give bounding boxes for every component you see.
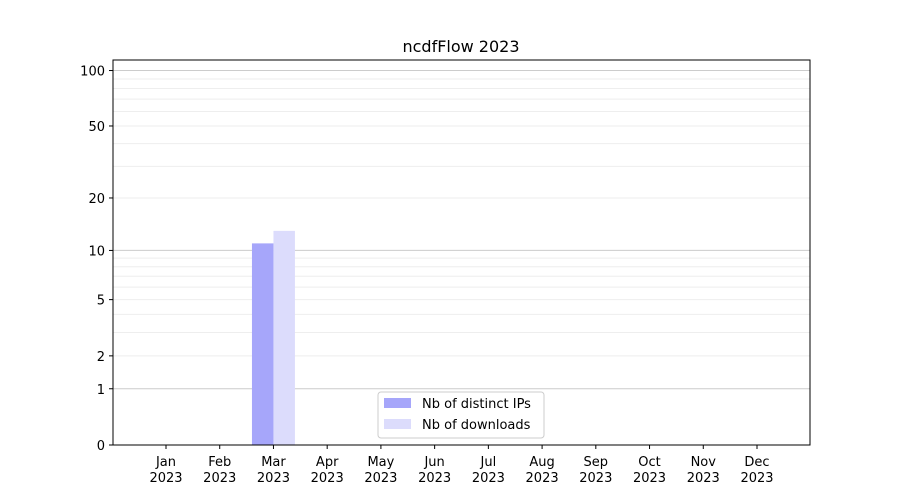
y-tick-label: 0 — [97, 439, 105, 454]
x-tick-label: Aug 2023 — [526, 455, 559, 486]
legend-label-downloads: Nb of downloads — [422, 418, 531, 433]
legend-frame — [377, 391, 545, 439]
y-tick-label: 100 — [80, 65, 105, 80]
bar-distinct-ips — [251, 243, 274, 445]
x-tick-label: Sep 2023 — [579, 455, 612, 486]
plot-area-frame — [112, 59, 811, 446]
y-axis: 0 1 2 5 10 20 50 100 — [80, 65, 113, 454]
y-tick-label: 5 — [97, 294, 105, 309]
legend-swatch-ips — [384, 398, 411, 408]
y-tick-label: 50 — [88, 120, 105, 135]
x-tick-label: Jun 2023 — [418, 455, 451, 486]
legend-swatch-downloads — [384, 419, 411, 429]
x-tick-label: Oct 2023 — [633, 455, 666, 486]
x-tick-label: Dec 2023 — [740, 455, 773, 486]
y-tick-label: 10 — [88, 244, 105, 259]
legend-label-ips: Nb of distinct IPs — [422, 397, 531, 412]
x-tick-label: Feb 2023 — [203, 455, 236, 486]
x-tick-label: Nov 2023 — [687, 455, 720, 486]
x-tick-label: May 2023 — [364, 455, 397, 486]
x-tick-label: Jan 2023 — [149, 455, 182, 486]
x-tick-label: Apr 2023 — [311, 455, 344, 486]
y-tick-label: 1 — [97, 383, 105, 398]
y-tick-label: 20 — [88, 192, 105, 207]
chart-title: ncdfFlow 2023 — [402, 37, 519, 56]
x-tick-label: Mar 2023 — [257, 455, 290, 486]
x-tick-label: Jul 2023 — [472, 455, 505, 486]
x-axis: Jan 2023 Feb 2023 Mar 2023 Apr 2023 May 2023 Jun 20… — [149, 445, 774, 486]
gridlines — [113, 70, 810, 390]
bars — [251, 230, 295, 445]
y-tick-label: 2 — [97, 350, 105, 365]
bar-downloads — [273, 230, 295, 445]
legend: Nb of distinct IPs Nb of downloads — [377, 391, 545, 439]
